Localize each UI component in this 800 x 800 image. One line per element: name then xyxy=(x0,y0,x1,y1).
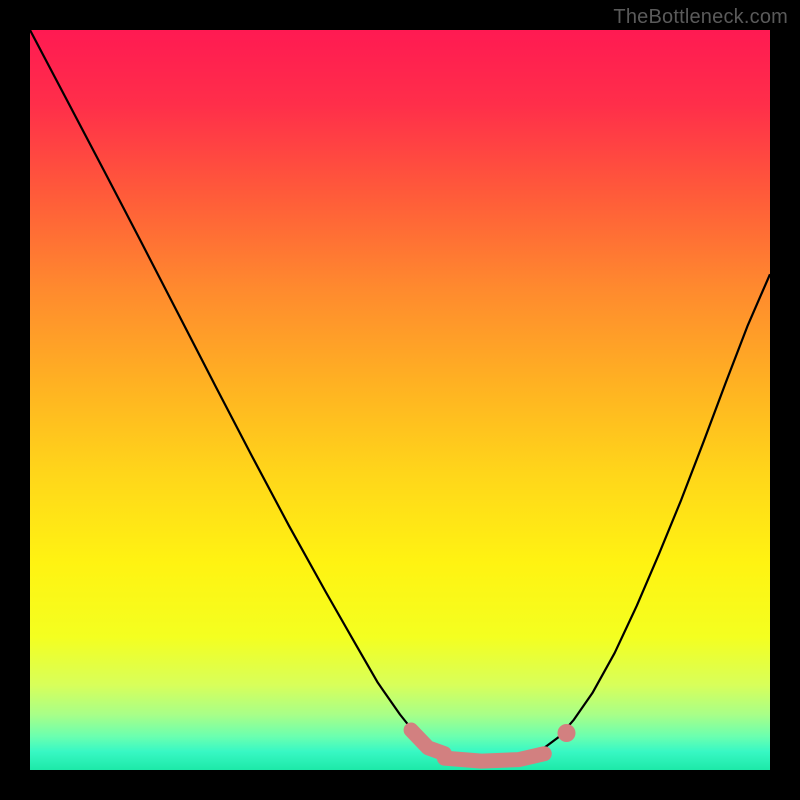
plot-area xyxy=(30,30,770,770)
valley-marker-bottom xyxy=(444,754,544,761)
chart-root: TheBottleneck.com xyxy=(0,0,800,800)
plot-svg xyxy=(30,30,770,770)
gradient-background xyxy=(30,30,770,770)
valley-marker-dot xyxy=(558,724,576,742)
watermark-text: TheBottleneck.com xyxy=(613,6,788,29)
